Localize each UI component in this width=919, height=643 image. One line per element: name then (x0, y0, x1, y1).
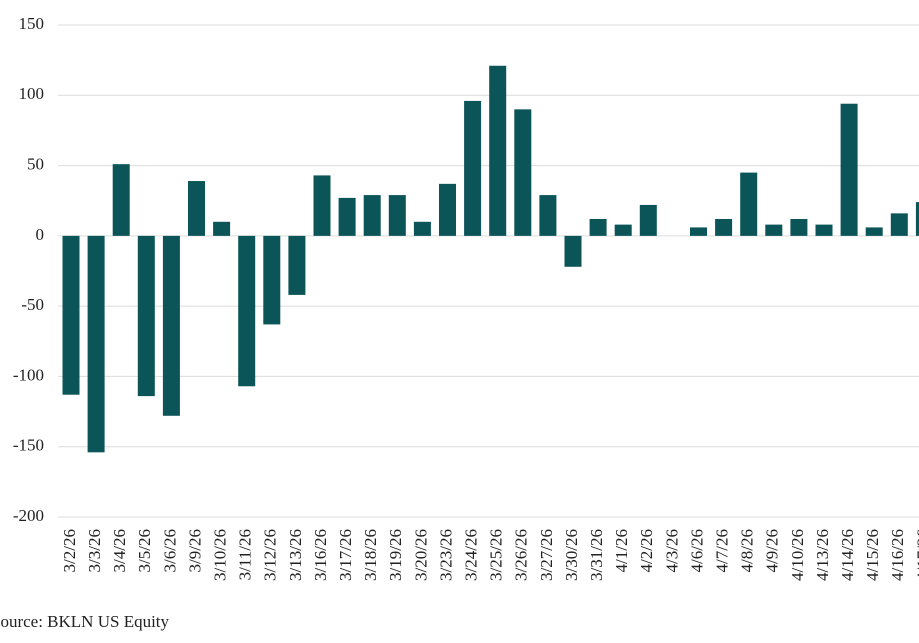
bar (188, 181, 205, 236)
y-tick-label: 50 (27, 154, 44, 173)
bar (765, 224, 783, 236)
bar (388, 195, 406, 236)
bar (564, 235, 582, 267)
bar (589, 218, 607, 236)
bar (740, 172, 758, 236)
x-tick-label: 3/11/26 (236, 529, 255, 580)
bar (439, 183, 456, 236)
bar (890, 213, 908, 236)
bar (162, 235, 180, 416)
x-tick-label: 4/3/26 (662, 529, 681, 572)
y-tick-label: 150 (19, 14, 45, 33)
bar (464, 100, 482, 236)
source-note: Source: BKLN US Equity (0, 612, 170, 631)
bar (815, 224, 833, 236)
y-tick-label: 0 (36, 225, 45, 244)
x-tick-label: 4/7/26 (713, 529, 732, 572)
x-tick-label: 3/9/26 (185, 529, 204, 572)
x-tick-label: 4/1/26 (612, 529, 631, 572)
bar (238, 235, 256, 387)
x-tick-label: 4/10/26 (788, 529, 807, 581)
bar (865, 227, 883, 236)
x-tick-label: 4/17/26 (913, 529, 919, 581)
bar (715, 218, 733, 236)
x-tick-label: 3/18/26 (361, 529, 380, 581)
x-tick-label: 4/6/26 (687, 529, 706, 572)
bar (790, 218, 808, 236)
x-tick-label: 3/19/26 (386, 529, 405, 581)
bar (313, 175, 331, 236)
bar (263, 235, 281, 325)
x-tick-label: 4/9/26 (763, 529, 782, 572)
y-tick-label: -100 (13, 365, 44, 384)
x-tick-label: 3/6/26 (160, 529, 179, 572)
x-tick-label: 3/26/26 (512, 529, 531, 581)
bar (62, 235, 80, 395)
x-tick-label: 3/23/26 (436, 529, 455, 581)
x-tick-label: 4/8/26 (738, 529, 757, 572)
bar (915, 202, 919, 236)
bar (112, 164, 130, 236)
x-tick-label: 3/4/26 (110, 529, 129, 572)
x-tick-label: 3/17/26 (336, 529, 355, 581)
x-tick-label: 3/25/26 (487, 529, 506, 581)
x-tick-label: 3/12/26 (261, 529, 280, 581)
x-tick-label: 3/2/26 (60, 529, 79, 572)
x-tick-label: 3/5/26 (135, 529, 154, 572)
bar (514, 109, 532, 236)
x-tick-label: 3/31/26 (587, 529, 606, 581)
bar (137, 235, 155, 397)
bar (840, 103, 858, 236)
x-tick-label: 3/13/26 (286, 529, 305, 581)
bar (690, 227, 707, 236)
y-tick-label: -200 (13, 506, 44, 525)
x-tick-label: 4/16/26 (888, 529, 907, 581)
bar (539, 195, 557, 236)
x-tick-label: 4/2/26 (637, 529, 656, 572)
x-tick-label: 3/30/26 (562, 529, 581, 581)
bar (614, 224, 632, 236)
bar (338, 197, 356, 236)
y-tick-label: -50 (21, 295, 44, 314)
bar (639, 204, 657, 236)
y-tick-label: -150 (13, 436, 44, 455)
x-tick-label: 4/13/26 (813, 529, 832, 581)
x-tick-label: 3/20/26 (411, 529, 430, 581)
bar (87, 235, 105, 453)
x-tick-label: 3/3/26 (85, 529, 104, 572)
x-tick-label: 3/16/26 (311, 529, 330, 581)
bar (288, 235, 306, 295)
y-tick-label: 100 (19, 84, 45, 103)
x-tick-label: 3/10/26 (211, 529, 230, 581)
x-tick-label: 4/15/26 (863, 529, 882, 581)
x-tick-label: 3/27/26 (537, 529, 556, 581)
bar (413, 221, 431, 236)
bar (489, 65, 507, 236)
bar (213, 221, 231, 236)
x-tick-label: 3/24/26 (462, 529, 481, 581)
x-tick-label: 4/14/26 (838, 529, 857, 581)
bar (363, 195, 381, 236)
